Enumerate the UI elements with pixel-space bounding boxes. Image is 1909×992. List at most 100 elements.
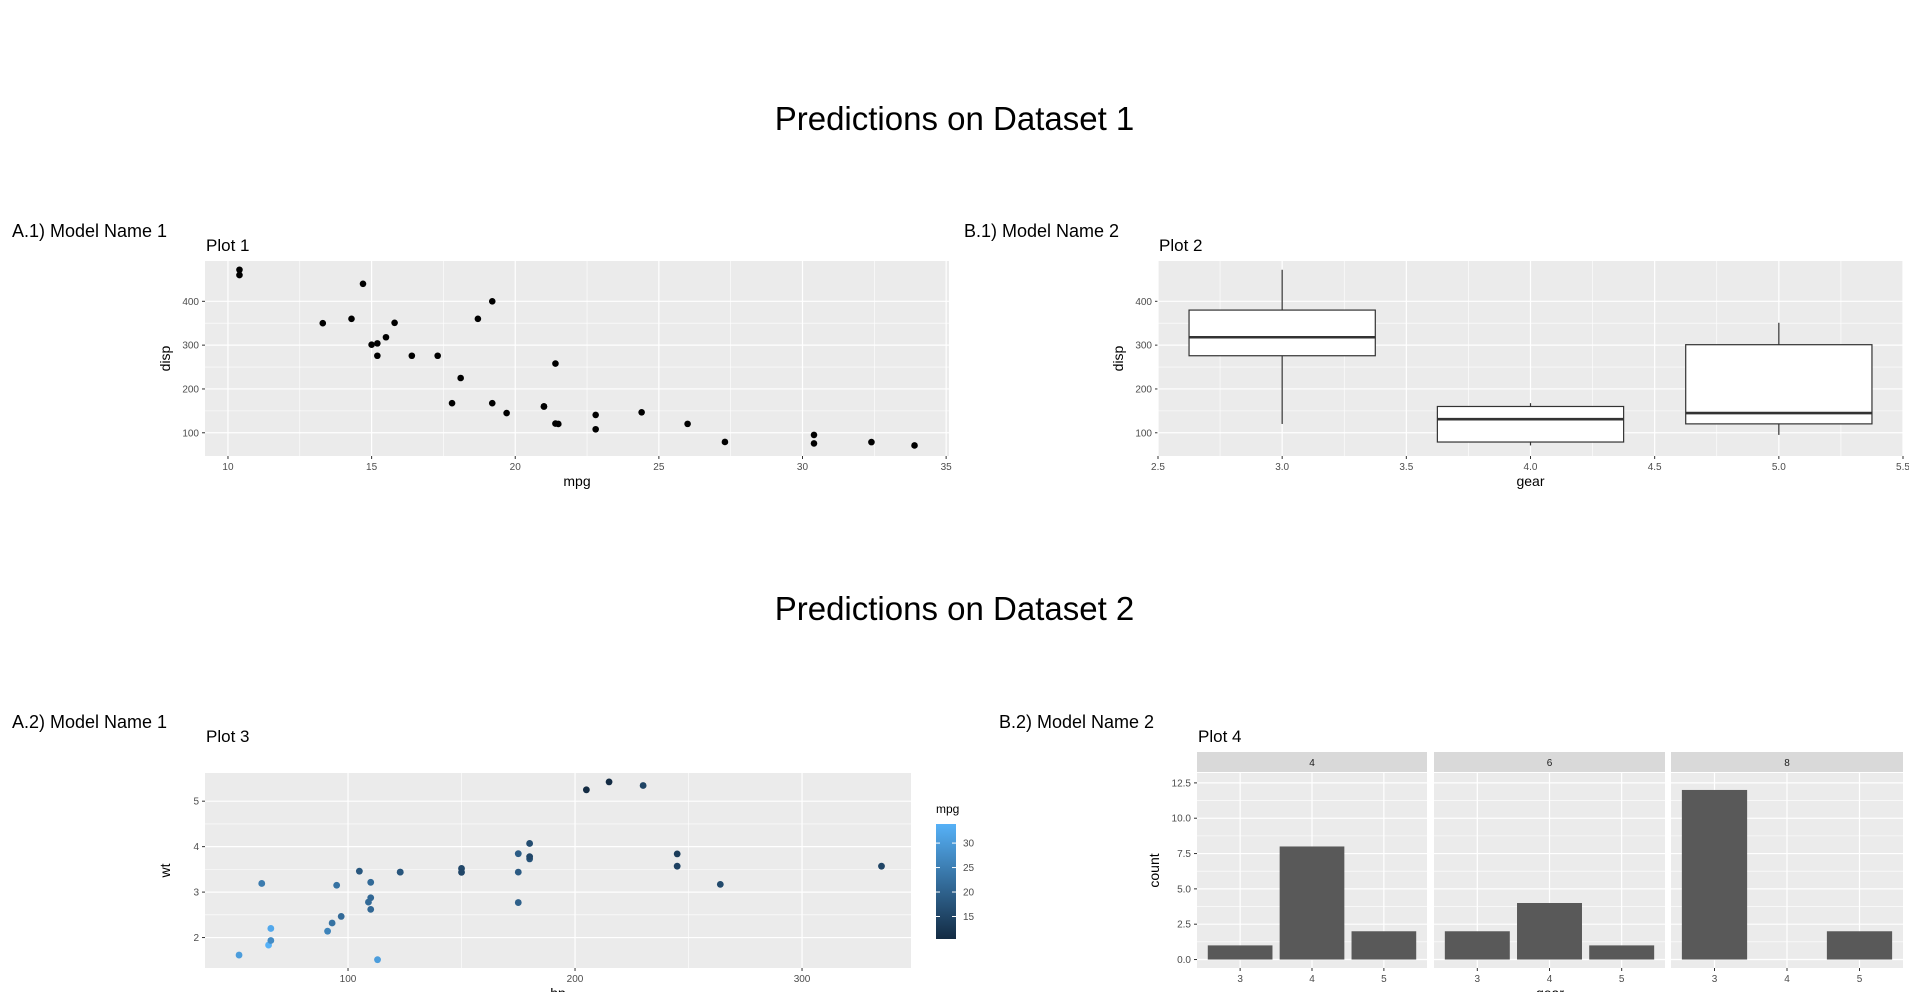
y-tick-label: 400	[1135, 297, 1152, 308]
y-tick-label: 4	[193, 842, 199, 853]
data-point	[236, 271, 243, 279]
data-point	[374, 340, 381, 347]
data-point	[716, 880, 724, 888]
x-tick-label: 2.5	[1151, 462, 1165, 473]
x-tick-label: 5	[1857, 974, 1863, 985]
bar	[1207, 945, 1273, 960]
data-point	[673, 862, 681, 870]
model-label-b2: B.2) Model Name 2	[999, 712, 1155, 732]
bar	[1279, 846, 1345, 960]
plot-panel	[205, 261, 949, 456]
data-point	[721, 438, 729, 446]
facet-strip	[1197, 752, 1427, 772]
data-point	[365, 898, 372, 906]
bar	[1681, 789, 1748, 960]
data-point	[592, 425, 599, 433]
box-body	[1436, 405, 1625, 443]
data-point	[408, 352, 416, 360]
facet-strip-label: 6	[1547, 758, 1553, 769]
data-point	[639, 782, 647, 789]
data-point	[911, 442, 918, 449]
x-tick-label: 4	[1784, 974, 1790, 985]
data-point	[810, 431, 818, 439]
plot-3: 2 3 4 5 100 200 300 hp wt Plot 3 mpg 15 20 25 30	[157, 727, 975, 992]
y-tick-label: 300	[1135, 341, 1152, 352]
x-tick-label: 3	[1475, 974, 1481, 985]
plot-1: 100 200 300 400 10 15 20 25 30 35 mpg disp Plot 1	[157, 236, 952, 489]
y-axis-label: disp	[157, 345, 173, 371]
bar	[1444, 931, 1510, 960]
data-point	[474, 315, 482, 323]
y-axis-label: count	[1146, 853, 1162, 887]
data-point	[236, 266, 243, 274]
data-point	[355, 867, 363, 875]
data-point	[324, 927, 331, 935]
y-tick-label: 5	[193, 797, 199, 808]
x-tick-label: 5	[1619, 974, 1625, 985]
y-tick-label: 2	[193, 933, 199, 944]
data-point	[374, 352, 381, 360]
x-tick-label: 5	[1381, 974, 1387, 985]
data-point	[526, 853, 534, 861]
legend-tick-label: 20	[963, 888, 975, 899]
data-point	[396, 868, 404, 876]
y-tick-label: 2.5	[1177, 920, 1191, 931]
data-point	[458, 868, 465, 876]
data-point	[526, 840, 534, 847]
legend-tick-label: 15	[963, 912, 975, 923]
data-point	[391, 319, 398, 327]
model-label-a2: A.2) Model Name 1	[12, 712, 168, 732]
data-point	[267, 937, 275, 944]
data-point	[514, 868, 522, 876]
plot-title: Plot 2	[1159, 236, 1202, 255]
x-tick-label: 3.5	[1399, 462, 1413, 473]
legend-tick-label: 30	[963, 839, 975, 850]
data-point	[337, 913, 345, 920]
y-axis-label: wt	[157, 863, 173, 878]
y-tick-label: 100	[182, 428, 199, 439]
data-point	[488, 399, 496, 407]
y-tick-label: 0.0	[1177, 955, 1191, 966]
plot-title: Plot 4	[1198, 727, 1241, 746]
x-tick-label: 35	[941, 462, 953, 473]
data-point	[319, 319, 327, 327]
x-tick-label: 5.0	[1772, 462, 1786, 473]
bar	[1517, 903, 1582, 960]
y-tick-label: 7.5	[1177, 849, 1191, 860]
bar	[1826, 931, 1893, 960]
x-tick-label: 25	[653, 462, 665, 473]
data-point	[582, 786, 590, 794]
data-point	[328, 919, 336, 927]
bar	[1351, 931, 1417, 960]
x-tick-label: 4.5	[1648, 462, 1662, 473]
data-point	[434, 352, 441, 360]
y-tick-label: 5.0	[1177, 884, 1191, 895]
data-point	[514, 899, 522, 906]
data-point	[503, 409, 510, 417]
facet-strip	[1671, 752, 1903, 772]
data-point	[267, 925, 275, 932]
plot-title: Plot 3	[206, 727, 249, 746]
legend-tick-label: 25	[963, 863, 975, 874]
data-point	[448, 399, 456, 407]
facet-panel-8: 8 3 4 5	[1671, 752, 1903, 985]
data-point	[868, 438, 875, 446]
x-tick-label: 200	[567, 974, 584, 985]
y-tick-label: 200	[1135, 384, 1152, 395]
x-axis-label: hp	[550, 985, 566, 992]
x-tick-label: 15	[366, 462, 378, 473]
data-point	[359, 280, 367, 288]
data-point	[367, 878, 375, 886]
data-point	[457, 374, 464, 382]
x-tick-label: 10	[222, 462, 234, 473]
box-body	[1685, 344, 1873, 425]
facet-strip-label: 4	[1309, 758, 1315, 769]
data-point	[684, 420, 691, 428]
x-tick-label: 100	[340, 974, 357, 985]
data-point	[367, 905, 375, 913]
box-body	[1188, 309, 1376, 357]
data-point	[540, 403, 548, 410]
plot-4: 0.0 2.5 5.0 7.5 10.0 12.5 4 3 4 5 6 3 4 5 8 3 4 5 gear coun…	[1146, 727, 1903, 992]
data-point	[368, 341, 375, 348]
